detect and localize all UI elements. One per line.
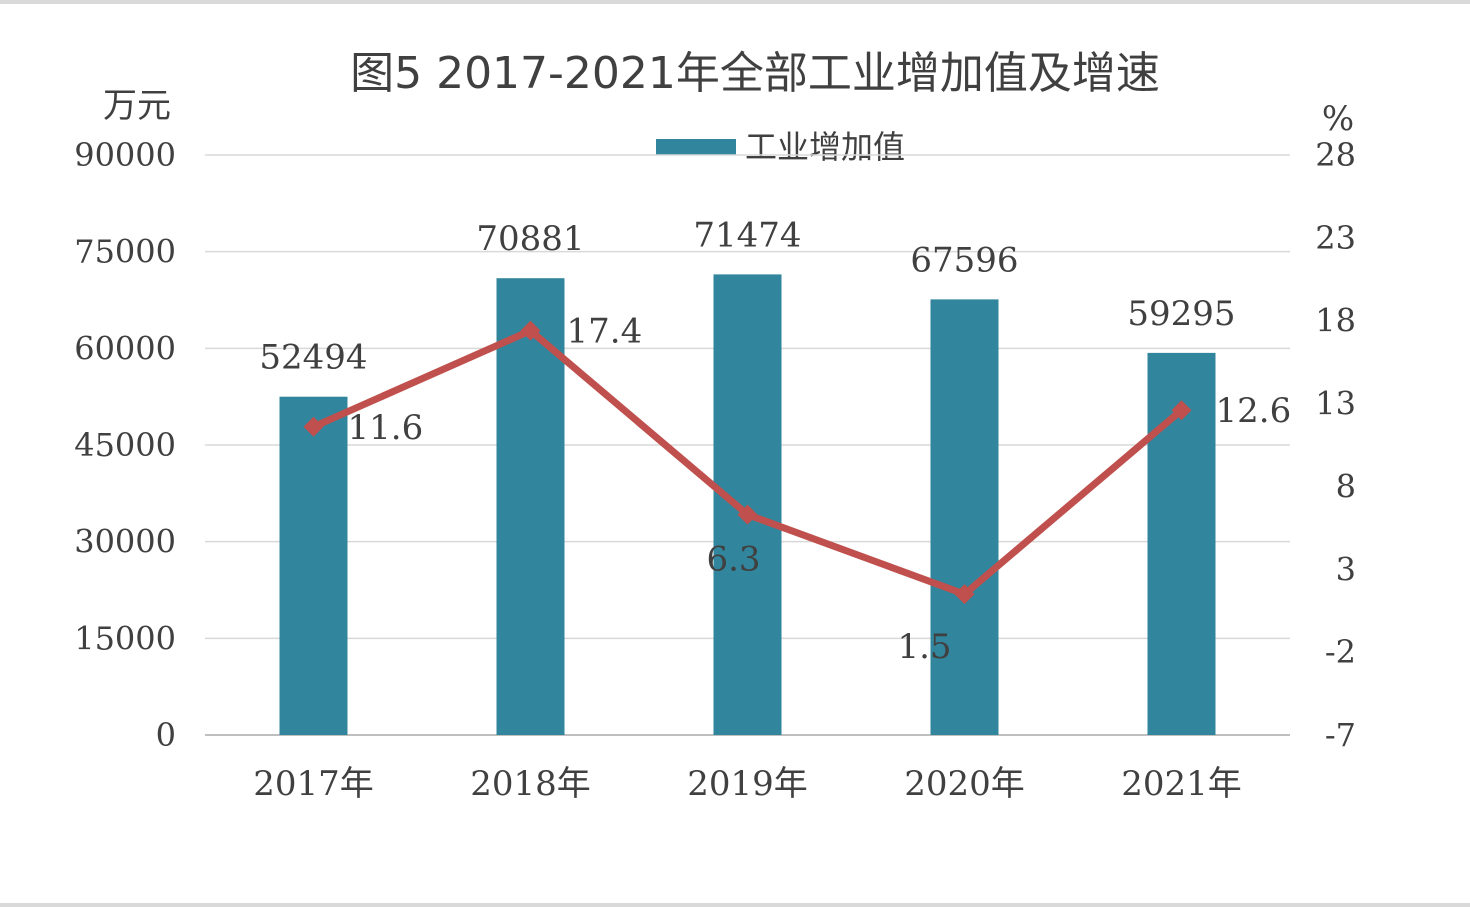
legend-label-bar: 工业增加值 [745, 128, 905, 166]
x-tick-label: 2019年 [687, 764, 808, 804]
line-value-label: 1.5 [897, 627, 951, 667]
left-axis-unit: 万元 [103, 86, 171, 126]
right-tick-label: 8 [1336, 467, 1356, 505]
right-tick-label: 23 [1315, 219, 1356, 257]
x-tick-label: 2017年 [253, 764, 374, 804]
line-marker [520, 320, 541, 341]
line-series: 11.6 17.4 6.3 1.5 12.6 [303, 312, 1292, 667]
bar-value-label: 71474 [693, 215, 801, 255]
right-tick-label: -2 [1325, 633, 1356, 671]
left-axis: 0 15000 30000 45000 60000 75000 90000 [74, 136, 176, 754]
x-tick-label: 2020年 [904, 764, 1025, 804]
bar-value-label: 67596 [910, 240, 1018, 280]
line-marker [737, 504, 758, 525]
bar [279, 396, 348, 735]
bar-value-label: 52494 [259, 338, 367, 378]
left-tick-label: 90000 [74, 136, 176, 174]
line-value-label: 11.6 [348, 408, 424, 448]
right-tick-label: 3 [1336, 550, 1356, 588]
line-value-label: 6.3 [706, 540, 760, 580]
bar [930, 299, 999, 735]
bar-value-label: 59295 [1127, 294, 1235, 334]
line-value-label: 12.6 [1216, 391, 1292, 431]
line-marker [1171, 400, 1192, 421]
line-value-label: 17.4 [567, 312, 643, 352]
line-marker [303, 416, 324, 437]
left-tick-label: 30000 [74, 523, 176, 561]
legend-swatch-bar [656, 139, 736, 155]
bar-value-label: 70881 [476, 219, 584, 259]
x-tick-label: 2018年 [470, 764, 591, 804]
right-axis-unit: % [1322, 99, 1354, 139]
right-tick-label: 13 [1315, 385, 1356, 423]
right-tick-label: 28 [1315, 136, 1356, 174]
right-tick-label: -7 [1325, 716, 1356, 754]
legend: 工业增加值 [656, 128, 905, 166]
right-tick-label: 18 [1315, 302, 1356, 340]
bar-series: 52494 70881 71474 67596 59295 [259, 215, 1236, 735]
line-marker [954, 584, 975, 605]
left-tick-label: 15000 [74, 619, 176, 657]
left-tick-label: 45000 [74, 426, 176, 464]
chart-title: 图5 2017-2021年全部工业增加值及增速 [350, 48, 1160, 99]
right-axis: -7 -2 3 8 13 18 23 28 [1315, 136, 1356, 754]
left-tick-label: 60000 [74, 329, 176, 367]
x-tick-label: 2021年 [1121, 764, 1242, 804]
x-axis: 2017年 2018年 2019年 2020年 2021年 [253, 764, 1242, 804]
left-tick-label: 0 [156, 716, 176, 754]
left-tick-label: 75000 [74, 233, 176, 271]
